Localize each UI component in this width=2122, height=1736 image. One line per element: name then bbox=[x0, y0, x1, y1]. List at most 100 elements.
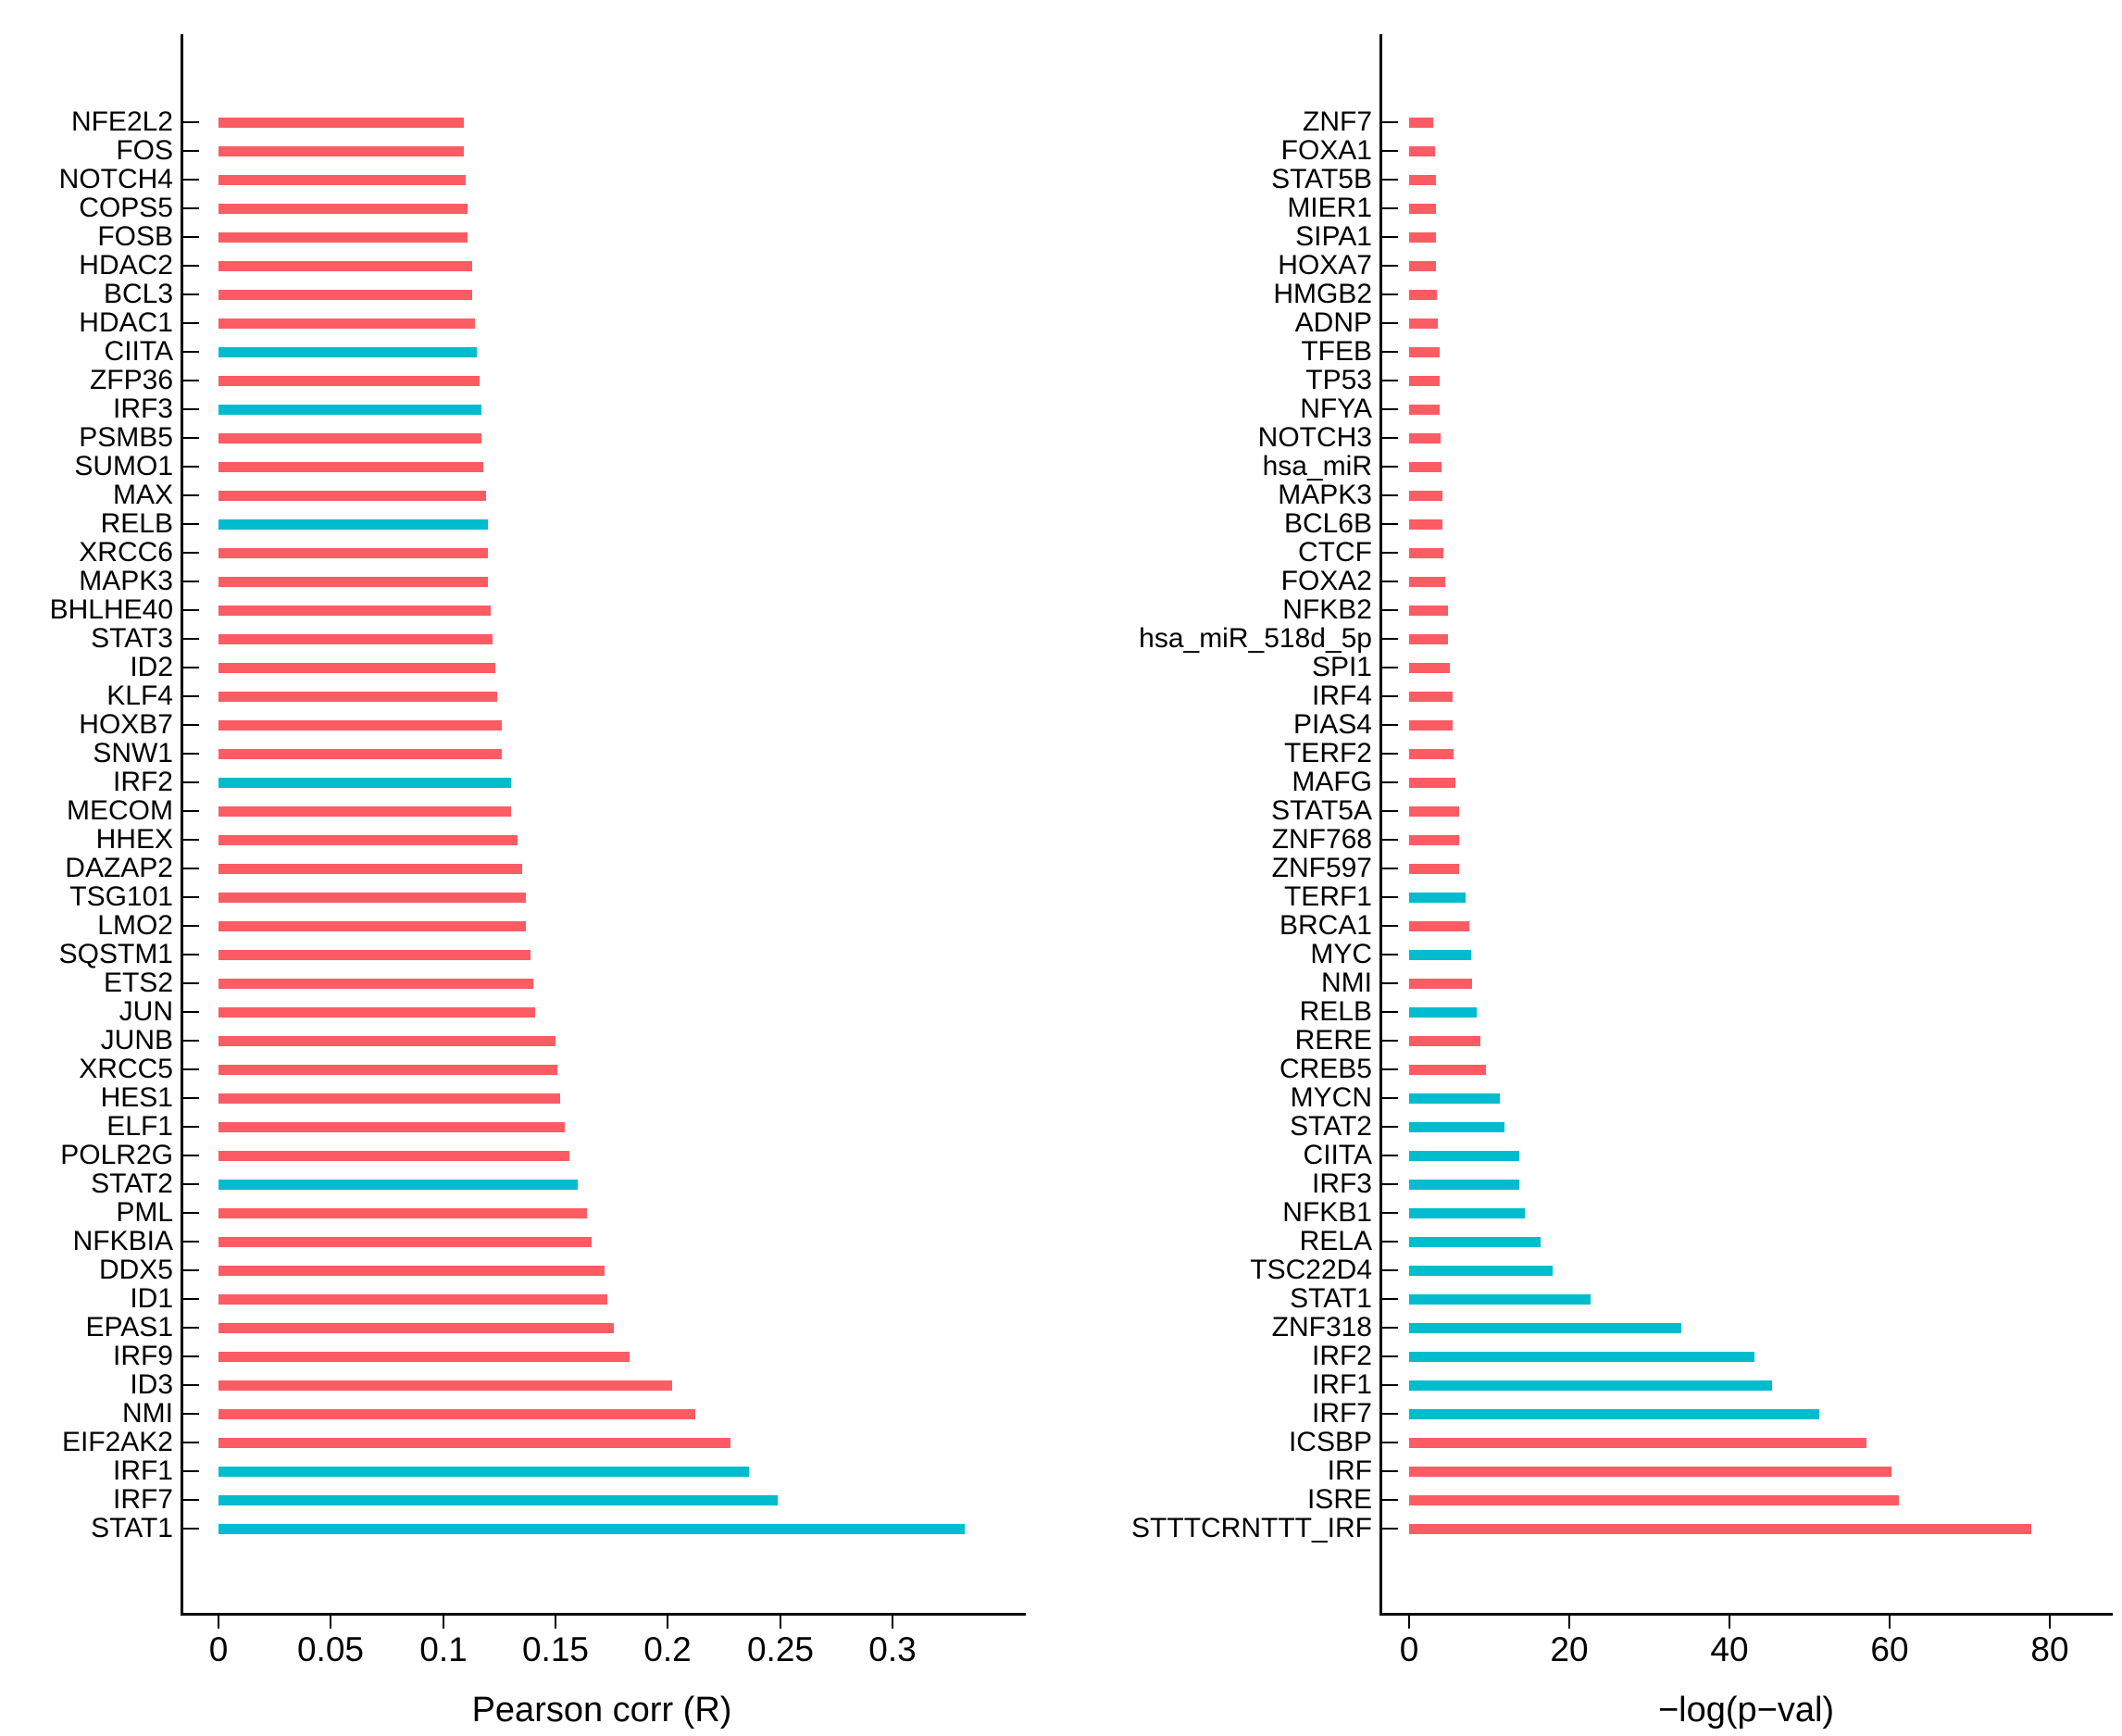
category-label-MIER1: MIER1 bbox=[1287, 193, 1372, 223]
category-label-TSG101: TSG101 bbox=[69, 881, 173, 912]
bar-STAT5B bbox=[1409, 175, 1436, 185]
bar-IRF7 bbox=[1409, 1409, 1819, 1419]
bar-IRF1 bbox=[1409, 1380, 1772, 1391]
bar-FOXA2 bbox=[1409, 577, 1445, 587]
bar-HHEX bbox=[218, 835, 518, 845]
category-label-HHEX: HHEX bbox=[95, 824, 173, 855]
category-label-IRF2: IRF2 bbox=[1311, 1341, 1372, 1371]
category-label-PIAS4: PIAS4 bbox=[1292, 709, 1372, 740]
category-label-XRCC5: XRCC5 bbox=[79, 1054, 173, 1084]
x-tick-mark bbox=[892, 1616, 893, 1629]
y-tick-mark bbox=[1382, 695, 1398, 697]
bar-JUN bbox=[218, 1007, 535, 1018]
y-tick-mark bbox=[1382, 1298, 1398, 1300]
bar-ZNF318 bbox=[1409, 1323, 1681, 1333]
y-tick-mark bbox=[1382, 1097, 1398, 1099]
bar-IRF2 bbox=[1409, 1352, 1754, 1362]
category-label-PSMB5: PSMB5 bbox=[79, 422, 173, 453]
bar-IRF2 bbox=[218, 778, 511, 788]
category-label-RELB: RELB bbox=[100, 508, 173, 539]
category-label-ID2: ID2 bbox=[130, 652, 173, 682]
x-tick-label: 40 bbox=[1710, 1630, 1749, 1668]
y-tick-mark bbox=[183, 839, 199, 841]
y-tick-mark bbox=[1382, 1499, 1398, 1501]
bar-CTCF bbox=[1409, 548, 1443, 558]
y-tick-mark bbox=[1382, 1183, 1398, 1185]
y-tick-mark bbox=[183, 1241, 199, 1243]
category-label-SNW1: SNW1 bbox=[93, 738, 173, 768]
bar-HOXB7 bbox=[218, 720, 502, 731]
bar-ZNF7 bbox=[1409, 118, 1433, 128]
category-label-JUN: JUN bbox=[119, 996, 173, 1027]
category-label-XRCC6: XRCC6 bbox=[79, 537, 173, 568]
bar-SNW1 bbox=[218, 749, 502, 759]
y-tick-mark bbox=[1382, 121, 1398, 123]
bar-IRF bbox=[1409, 1467, 1891, 1477]
y-tick-mark bbox=[183, 982, 199, 984]
bar-EPAS1 bbox=[218, 1323, 614, 1333]
category-label-SPI1: SPI1 bbox=[1311, 652, 1372, 682]
bar-STAT1 bbox=[1409, 1294, 1591, 1305]
bar-ID3 bbox=[218, 1380, 672, 1391]
category-label-HOXA7: HOXA7 bbox=[1278, 250, 1372, 281]
category-label-MAX: MAX bbox=[112, 480, 173, 510]
y-tick-mark bbox=[183, 408, 199, 410]
bar-NOTCH4 bbox=[218, 175, 466, 185]
category-label-HDAC1: HDAC1 bbox=[79, 307, 173, 338]
category-label-SUMO1: SUMO1 bbox=[74, 451, 173, 481]
category-label-ID1: ID1 bbox=[130, 1283, 173, 1314]
y-tick-mark bbox=[1382, 1442, 1398, 1443]
bar-BCL6B bbox=[1409, 519, 1442, 530]
category-label-FOSB: FOSB bbox=[97, 221, 173, 252]
y-tick-mark bbox=[1382, 954, 1398, 955]
y-tick-mark bbox=[1382, 667, 1398, 668]
x-axis-line bbox=[181, 1613, 1026, 1616]
bar-hsa_miR_518d_5p bbox=[1409, 634, 1448, 644]
y-tick-mark bbox=[183, 322, 199, 324]
category-label-RERE: RERE bbox=[1294, 1025, 1372, 1055]
y-tick-mark bbox=[1382, 1241, 1398, 1243]
bar-RELB bbox=[1409, 1007, 1477, 1018]
category-label-IRF7: IRF7 bbox=[112, 1484, 173, 1515]
y-tick-mark bbox=[183, 121, 199, 123]
bar-TSG101 bbox=[218, 893, 526, 903]
bar-DAZAP2 bbox=[218, 864, 522, 874]
y-tick-mark bbox=[183, 236, 199, 238]
category-label-ZNF597: ZNF597 bbox=[1271, 853, 1372, 883]
y-tick-mark bbox=[1382, 638, 1398, 640]
bar-NFKBIA bbox=[218, 1237, 592, 1247]
category-label-STAT2: STAT2 bbox=[1290, 1111, 1372, 1142]
y-tick-mark bbox=[183, 293, 199, 295]
bar-MECOM bbox=[218, 806, 511, 817]
category-label-ZNF768: ZNF768 bbox=[1271, 824, 1372, 855]
x-tick-mark bbox=[555, 1616, 556, 1629]
category-label-ADNP: ADNP bbox=[1294, 307, 1372, 338]
y-tick-mark bbox=[183, 753, 199, 755]
y-tick-mark bbox=[1382, 1528, 1398, 1530]
y-tick-mark bbox=[1382, 265, 1398, 267]
bar-JUNB bbox=[218, 1036, 555, 1046]
y-tick-mark bbox=[1382, 494, 1398, 496]
y-tick-mark bbox=[183, 609, 199, 611]
y-tick-mark bbox=[183, 581, 199, 582]
y-tick-mark bbox=[1382, 1212, 1398, 1214]
bar-ELF1 bbox=[218, 1122, 565, 1132]
category-label-MECOM: MECOM bbox=[67, 795, 173, 826]
bar-SQSTM1 bbox=[218, 950, 530, 960]
category-label-ISRE: ISRE bbox=[1306, 1484, 1372, 1515]
category-label-IRF9: IRF9 bbox=[112, 1341, 173, 1371]
category-label-TERF1: TERF1 bbox=[1283, 881, 1372, 912]
y-axis-line bbox=[181, 34, 183, 1613]
category-label-IRF3: IRF3 bbox=[1311, 1168, 1372, 1199]
category-label-NOTCH3: NOTCH3 bbox=[1257, 422, 1372, 453]
bar-POLR2G bbox=[218, 1151, 569, 1161]
category-label-EPAS1: EPAS1 bbox=[85, 1312, 174, 1343]
y-tick-mark bbox=[1382, 322, 1398, 324]
y-tick-mark bbox=[183, 179, 199, 181]
y-tick-mark bbox=[183, 380, 199, 381]
y-tick-mark bbox=[183, 925, 199, 927]
x-axis-title-logp: −log(p−val) bbox=[1657, 1691, 1835, 1730]
bar-IRF7 bbox=[218, 1495, 778, 1505]
category-label-STAT5B: STAT5B bbox=[1271, 164, 1372, 194]
category-label-DDX5: DDX5 bbox=[98, 1255, 173, 1285]
